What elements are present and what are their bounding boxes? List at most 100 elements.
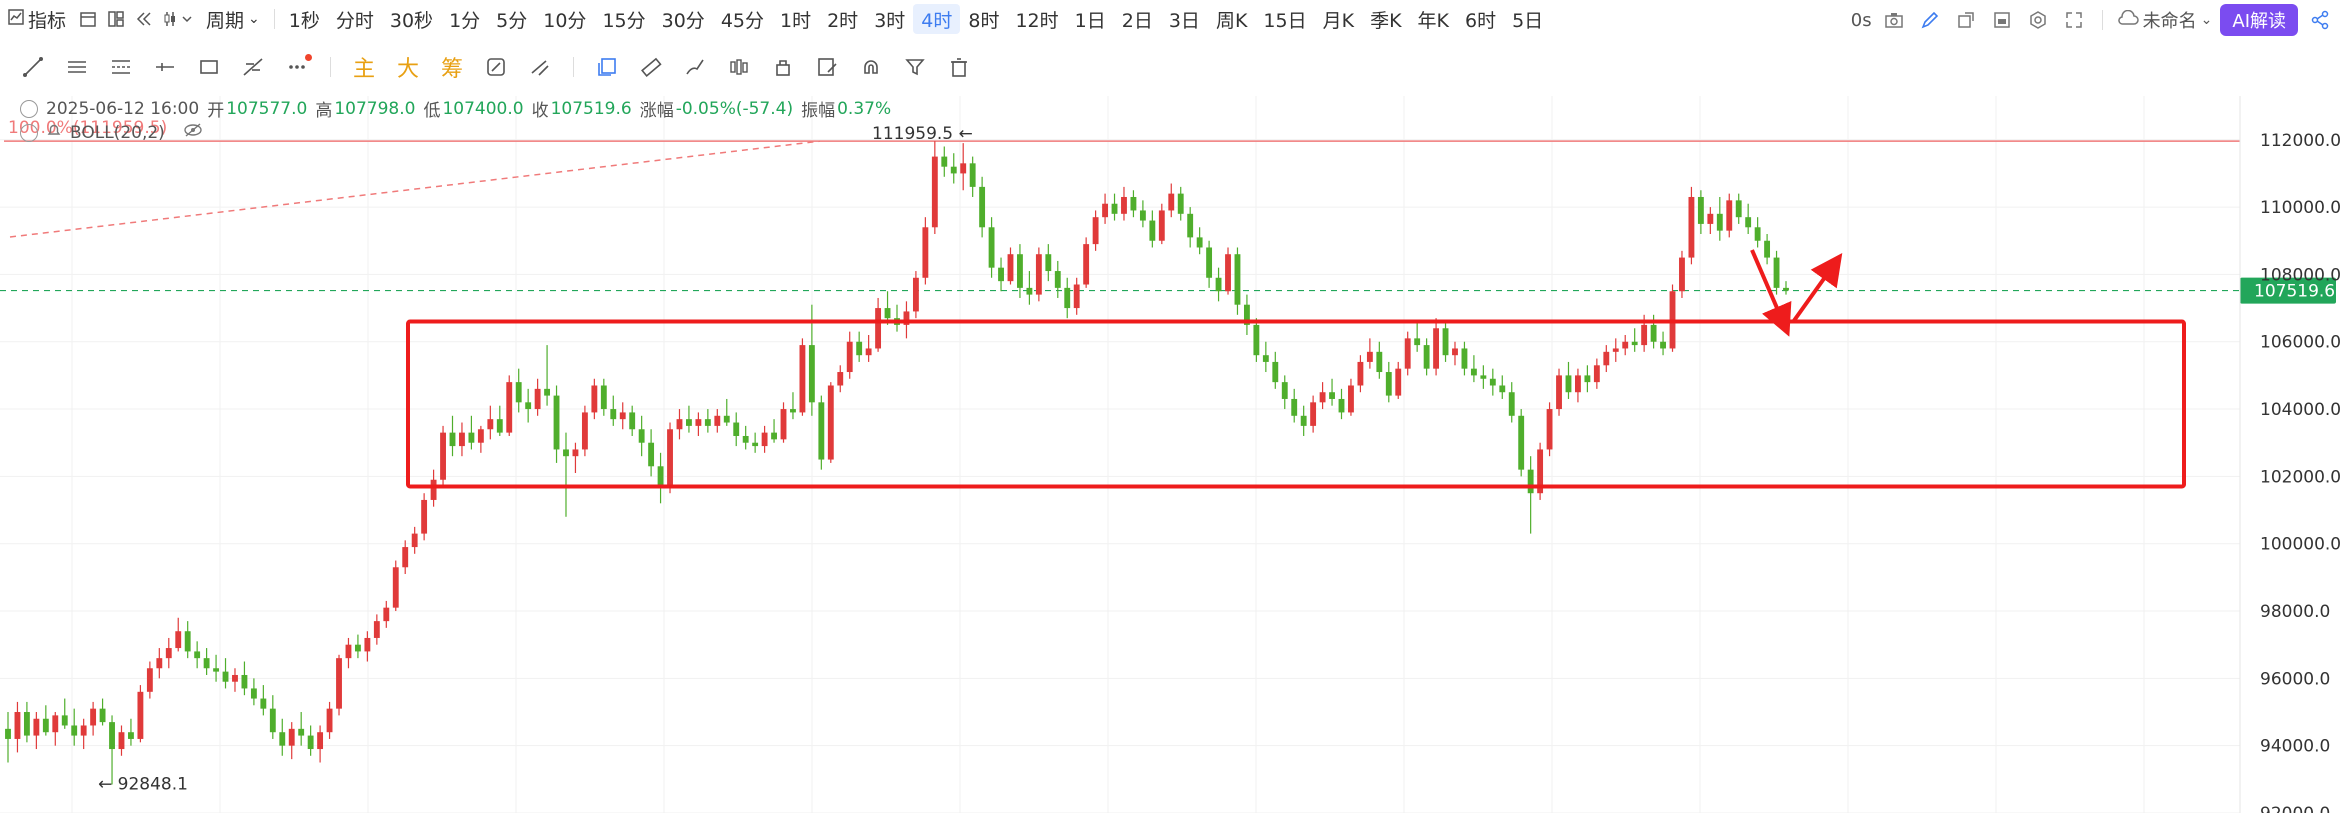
interval-11[interactable]: 3时 [874, 9, 906, 32]
low-label: 低 [423, 101, 441, 121]
candle-pattern-icon[interactable] [722, 50, 756, 84]
horizontal-lines-icon[interactable] [60, 50, 94, 84]
candle-body [1716, 213, 1723, 231]
candle-body [1262, 355, 1269, 362]
interval-4[interactable]: 5分 [496, 9, 528, 32]
candle-body [1773, 257, 1780, 288]
interval-14[interactable]: 12时 [1015, 9, 1059, 32]
magnet-ruler-icon[interactable] [479, 50, 513, 84]
interval-17[interactable]: 3日 [1168, 9, 1200, 32]
interval-12[interactable]: 4时 [913, 4, 961, 34]
brush-icon[interactable] [678, 50, 712, 84]
indicator-button[interactable]: 指标 [0, 4, 74, 34]
trend-line-icon[interactable] [16, 50, 50, 84]
interval-23[interactable]: 6时 [1465, 9, 1497, 32]
interval-1[interactable]: 分时 [335, 9, 374, 32]
rectangle-icon[interactable] [192, 50, 226, 84]
candle-body [1329, 392, 1335, 399]
interval-16[interactable]: 2日 [1121, 9, 1153, 32]
interval-21[interactable]: 季K [1370, 9, 1402, 32]
parallel-channel-icon[interactable] [104, 50, 138, 84]
lock-icon[interactable] [766, 50, 800, 84]
price-axis: 92000.0 94000.0 96000.0 98000.0 100000.0 1020… [2239, 96, 2341, 813]
note-edit-icon[interactable] [810, 50, 844, 84]
interval-20[interactable]: 月K [1322, 9, 1355, 32]
layout-icon[interactable] [102, 5, 130, 33]
chevron-down-icon: ⌄ [248, 11, 260, 27]
amplitude-value: 0.37% [837, 98, 892, 119]
interval-19[interactable]: 15日 [1263, 9, 1307, 32]
candle-body [1518, 415, 1525, 470]
interval-7[interactable]: 30分 [661, 9, 705, 32]
settings-icon[interactable] [2024, 6, 2052, 34]
period-dropdown[interactable]: 周期 ⌄ [198, 4, 268, 34]
interval-5[interactable]: 10分 [543, 9, 587, 32]
y-tick-label: 108000.0 [2260, 265, 2341, 285]
chart-icon [8, 8, 24, 30]
candle-body [544, 388, 551, 396]
top-right-controls: 0s 未命名 ⌄ AI解读 [1851, 4, 2334, 36]
candle-body [1423, 345, 1430, 369]
interval-24[interactable]: 5日 [1512, 9, 1544, 32]
candle-body [780, 409, 787, 440]
interval-2[interactable]: 30秒 [389, 9, 434, 32]
magnet-icon[interactable] [854, 50, 888, 84]
candle-body [298, 728, 305, 736]
share-screen-icon[interactable] [1952, 6, 1980, 34]
share-icon[interactable] [2306, 6, 2334, 34]
candle-body [14, 712, 21, 739]
candle-body [250, 688, 257, 699]
candle-body [657, 466, 664, 487]
candle-body [1593, 365, 1600, 383]
grid-lines [0, 96, 2240, 813]
overlay-button-2[interactable]: 筹 [440, 57, 463, 82]
ruler-icon[interactable] [634, 50, 668, 84]
bell-icon[interactable] [46, 122, 62, 143]
interval-13[interactable]: 8时 [968, 9, 1000, 32]
candle-body [998, 267, 1004, 282]
fullscreen-icon[interactable] [2060, 6, 2088, 34]
candle-body [421, 499, 428, 534]
candle-body [1272, 361, 1279, 383]
eye-hidden-icon[interactable] [183, 122, 203, 143]
filter-icon[interactable] [898, 50, 932, 84]
candle-type-icon[interactable] [158, 5, 198, 33]
interval-10[interactable]: 2时 [827, 9, 859, 32]
calendar-icon[interactable] [74, 5, 102, 33]
ai-analysis-button[interactable]: AI解读 [2220, 4, 2298, 36]
interval-0[interactable]: 1秒 [288, 9, 320, 32]
interval-18[interactable]: 周K [1215, 9, 1248, 32]
candle-body [1177, 193, 1184, 214]
fibonacci-icon[interactable] [236, 50, 270, 84]
horizontal-ray-icon[interactable] [148, 50, 182, 84]
candle-body [799, 345, 806, 413]
copy-layer-icon[interactable] [590, 50, 624, 84]
candle-body [1225, 254, 1231, 292]
candle-body [459, 432, 465, 447]
period-label: 周期 [206, 9, 245, 32]
camera-icon[interactable] [1880, 6, 1908, 34]
high-marker-label: 111959.5 ← [872, 124, 973, 144]
template-icon[interactable] [1988, 6, 2016, 34]
candle-body [165, 648, 172, 659]
up-arrow [1791, 252, 1843, 324]
trash-icon[interactable] [942, 50, 976, 84]
more-tools-icon[interactable] [280, 50, 314, 84]
interval-15[interactable]: 1日 [1074, 9, 1106, 32]
interval-8[interactable]: 45分 [720, 9, 764, 32]
draw-mode-icon[interactable] [523, 50, 557, 84]
candle-body [553, 395, 560, 450]
interval-9[interactable]: 1时 [780, 9, 812, 32]
collapse-icon[interactable] [20, 123, 38, 142]
collapse-icon[interactable] [20, 99, 38, 118]
interval-22[interactable]: 年K [1417, 9, 1449, 32]
pen-icon[interactable] [1916, 6, 1944, 34]
cloud-save-dropdown[interactable]: 未命名 ⌄ [2117, 7, 2212, 33]
overlay-button-1[interactable]: 大 [396, 57, 419, 82]
replay-icon[interactable] [130, 5, 158, 33]
interval-6[interactable]: 15分 [602, 9, 646, 32]
overlay-button-0[interactable]: 主 [352, 57, 375, 82]
candle-body [752, 442, 759, 447]
interval-3[interactable]: 1分 [449, 9, 481, 32]
